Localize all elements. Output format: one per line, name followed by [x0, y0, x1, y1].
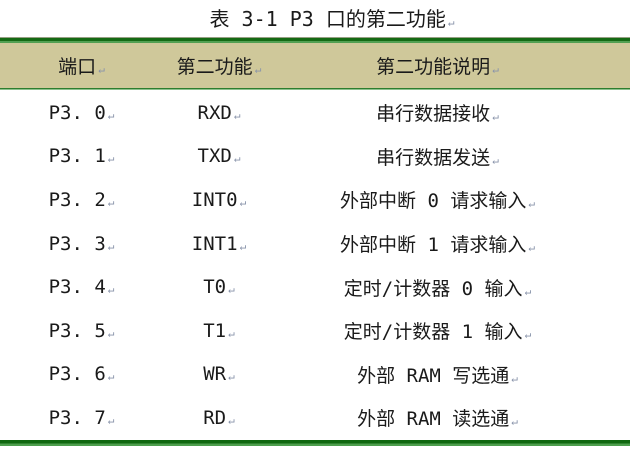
description-value: 串行数据发送 [376, 146, 491, 169]
port-value: P3. 2 [48, 188, 106, 211]
description-value: 串行数据接收 [376, 103, 491, 126]
cell-end-mark-icon: ↵ [107, 108, 115, 122]
description-cell: 串行数据发送 ↵ [275, 143, 600, 170]
function-value: T1 [203, 319, 227, 342]
port-value: P3. 5 [48, 319, 106, 342]
cell-end-mark-icon: ↵ [107, 326, 115, 340]
cell-end-mark-icon: ↵ [98, 63, 105, 76]
header-description: 第二功能说明 ↵ [275, 52, 600, 79]
cell-end-mark-icon: ↵ [107, 195, 115, 209]
description-cell: 外部 RAM 写选通 ↵ [275, 361, 600, 388]
cell-end-mark-icon: ↵ [524, 328, 532, 342]
header-port-label: 端口 [58, 56, 97, 78]
port-cell: P3. 7 ↵ [0, 407, 163, 429]
function-cell: TXD ↵ [163, 145, 275, 167]
cell-end-mark-icon: ↵ [228, 326, 235, 340]
cell-end-mark-icon: ↵ [511, 371, 518, 385]
description-cell: 定时/计数器 1 输入 ↵ [275, 317, 600, 344]
table-row: P3. 1 ↵ TXD ↵ 串行数据发送 ↵ [0, 135, 630, 179]
description-value: 外部 RAM 读选通 [357, 408, 510, 431]
cell-end-mark-icon: ↵ [228, 413, 235, 427]
function-value: T0 [203, 276, 227, 299]
port-value: P3. 6 [48, 363, 106, 386]
function-cell: INT1 ↵ [163, 233, 275, 255]
header-function-label: 第二功能 [176, 56, 253, 78]
description-cell: 定时/计数器 0 输入 ↵ [275, 274, 600, 301]
description-value: 外部中断 1 请求输入 [340, 234, 527, 257]
cell-end-mark-icon: ↵ [492, 153, 499, 167]
description-cell: 串行数据接收 ↵ [275, 99, 600, 126]
table-header-row: 端口 ↵ 第二功能 ↵ 第二功能说明 ↵ [0, 43, 630, 88]
port-cell: P3. 3 ↵ [0, 233, 163, 255]
description-value: 定时/计数器 1 输入 [343, 321, 523, 344]
function-cell: RD ↵ [163, 407, 275, 429]
function-cell: INT0 ↵ [163, 189, 275, 211]
description-value: 定时/计数器 0 输入 [343, 277, 523, 300]
function-value: RD [203, 406, 227, 429]
cell-end-mark-icon: ↵ [107, 370, 115, 384]
port-cell: P3. 0 ↵ [0, 102, 163, 124]
table-row: P3. 6 ↵ WR ↵ 外部 RAM 写选通 ↵ [0, 353, 630, 397]
cell-end-mark-icon: ↵ [492, 63, 499, 76]
port-cell: P3. 6 ↵ [0, 363, 163, 385]
port-value: P3. 3 [48, 232, 106, 255]
cell-end-mark-icon: ↵ [233, 108, 241, 122]
header-port: 端口 ↵ [0, 52, 163, 79]
table-caption-text: 表 3-1 P3 口的第二功能 [209, 7, 446, 31]
cell-end-mark-icon: ↵ [528, 197, 535, 211]
table-row: P3. 4 ↵ T0 ↵ 定时/计数器 0 输入 ↵ [0, 265, 630, 309]
port-value: P3. 4 [48, 276, 106, 299]
function-value: INT1 [191, 232, 238, 255]
port-value: P3. 7 [48, 406, 106, 429]
cell-end-mark-icon: ↵ [528, 241, 535, 255]
function-value: TXD [197, 145, 232, 168]
cell-end-mark-icon: ↵ [239, 239, 247, 253]
function-value: RXD [197, 101, 232, 124]
table-top-border [0, 37, 630, 43]
description-value: 外部中断 0 请求输入 [340, 190, 527, 213]
cell-end-mark-icon: ↵ [233, 152, 241, 166]
cell-end-mark-icon: ↵ [524, 284, 532, 298]
description-cell: 外部中断 0 请求输入 ↵ [275, 186, 600, 213]
cell-end-mark-icon: ↵ [254, 63, 262, 76]
p3-port-function-table: 端口 ↵ 第二功能 ↵ 第二功能说明 ↵ P3. 0 ↵ RXD ↵ 串行数据接收 ↵ P3… [0, 37, 630, 446]
port-cell: P3. 4 ↵ [0, 276, 163, 298]
cell-end-mark-icon: ↵ [107, 413, 115, 427]
function-value: INT0 [191, 188, 238, 211]
table-row: P3. 3 ↵ INT1 ↵ 外部中断 1 请求输入 ↵ [0, 222, 630, 266]
function-cell: T0 ↵ [163, 276, 275, 298]
table-bottom-border [0, 439, 630, 446]
port-cell: P3. 5 ↵ [0, 320, 163, 342]
cell-end-mark-icon: ↵ [228, 283, 235, 297]
function-cell: T1 ↵ [163, 320, 275, 342]
port-cell: P3. 1 ↵ [0, 145, 163, 167]
cell-end-mark-icon: ↵ [239, 195, 247, 209]
description-value: 外部 RAM 写选通 [357, 364, 510, 387]
description-cell: 外部中断 1 请求输入 ↵ [275, 230, 600, 257]
table-row: P3. 0 ↵ RXD ↵ 串行数据接收 ↵ [0, 91, 630, 135]
cell-end-mark-icon: ↵ [511, 415, 518, 429]
cell-end-mark-icon: ↵ [492, 110, 499, 124]
table-row: P3. 7 ↵ RD ↵ 外部 RAM 读选通 ↵ [0, 396, 630, 440]
function-cell: WR ↵ [163, 363, 275, 385]
port-cell: P3. 2 ↵ [0, 189, 163, 211]
cell-end-mark-icon: ↵ [107, 239, 115, 253]
cell-end-mark-icon: ↵ [107, 283, 115, 297]
cell-end-mark-icon: ↵ [228, 370, 235, 384]
table-row: P3. 5 ↵ T1 ↵ 定时/计数器 1 输入 ↵ [0, 309, 630, 353]
header-description-label: 第二功能说明 [376, 56, 491, 78]
function-value: WR [203, 363, 227, 386]
table-row: P3. 2 ↵ INT0 ↵ 外部中断 0 请求输入 ↵ [0, 178, 630, 222]
header-function: 第二功能 ↵ [163, 52, 275, 79]
port-value: P3. 0 [48, 101, 106, 124]
port-value: P3. 1 [48, 145, 106, 168]
paragraph-mark-icon: ↵ [447, 16, 455, 29]
cell-end-mark-icon: ↵ [107, 152, 115, 166]
function-cell: RXD ↵ [163, 102, 275, 124]
header-divider [0, 88, 630, 91]
table-caption: 表 3-1 P3 口的第二功能 ↵ [0, 0, 630, 37]
description-cell: 外部 RAM 读选通 ↵ [275, 404, 600, 431]
